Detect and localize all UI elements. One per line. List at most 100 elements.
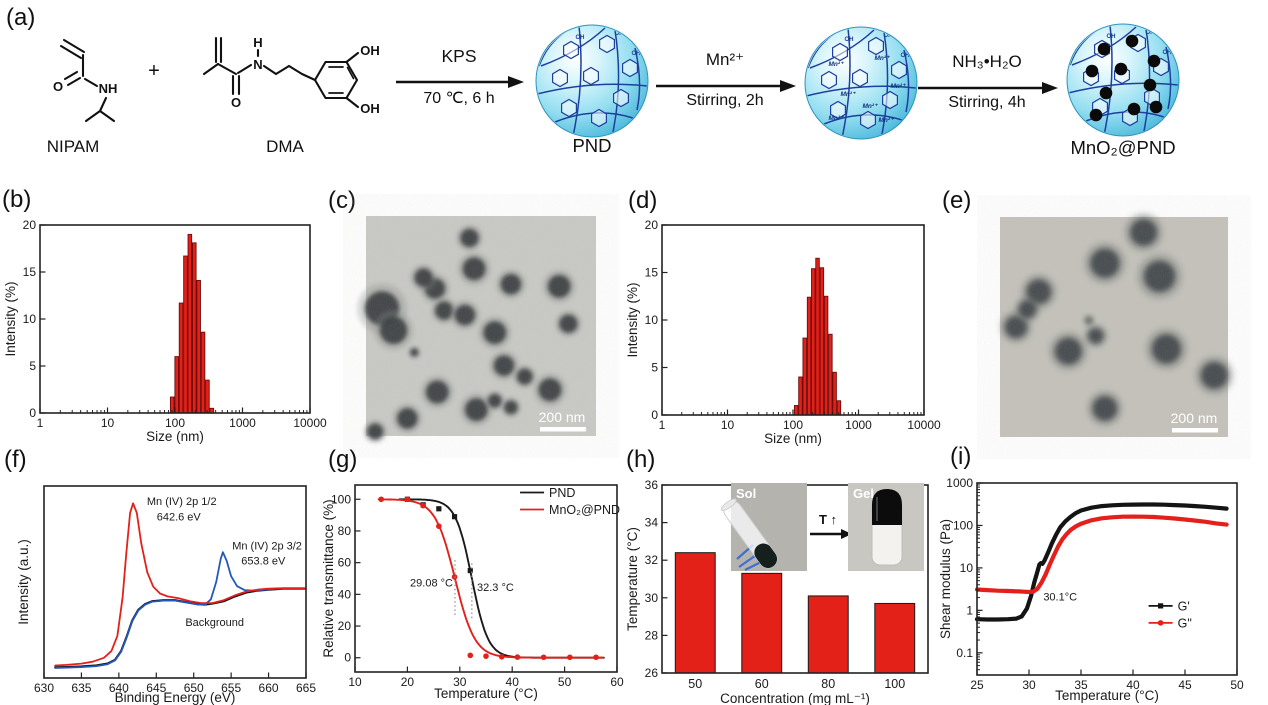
hist-bar	[823, 295, 829, 416]
y-tick-label: 60	[338, 556, 352, 570]
x-tick-label: 1	[659, 418, 666, 432]
category-tick-label: 50	[688, 677, 702, 691]
x-tick-label: 30	[1022, 678, 1036, 692]
catechol-ring	[851, 68, 869, 88]
axis-frame	[43, 485, 307, 679]
mno2-nanoparticle-dot	[1085, 64, 1099, 78]
hist-bar	[832, 371, 837, 416]
sol-photo	[720, 483, 807, 571]
hist-bar	[798, 376, 803, 416]
x-tick-label: 60	[610, 675, 624, 689]
mn-ion-label: Mn²⁺	[841, 91, 858, 98]
panel-label-a: (a)	[6, 4, 36, 31]
catechol-ring	[590, 108, 608, 128]
legend-label: G"	[1178, 616, 1192, 630]
polymer-network-line	[572, 26, 582, 136]
x-tick-label: 10000	[907, 418, 941, 432]
annotation: 642.6 eV	[157, 512, 202, 524]
xps-chart: 630 635 640 645 650 655 660 665 Binding Energy (…	[16, 485, 316, 705]
polymer-network-line	[1068, 82, 1178, 94]
legend-label: MnO₂@PND	[549, 503, 620, 517]
y-tick-label: 10	[960, 561, 974, 575]
oh-label: OH	[884, 33, 893, 39]
nipam-name: NIPAM	[46, 137, 100, 156]
tem-image-mno2-pnd: 200 nm	[999, 212, 1235, 437]
y-tick-label: 100	[953, 518, 973, 532]
y-tick-label: 0.1	[956, 646, 973, 660]
mno2-nanoparticle-dot	[1125, 34, 1139, 48]
bar	[807, 595, 849, 674]
y-tick-label: 20	[645, 218, 659, 232]
x-tick-label: 10	[101, 416, 115, 430]
x-tick-label: 10	[721, 418, 735, 432]
dma-structure: O H N OH OH	[202, 35, 380, 116]
polymer-network-line	[881, 31, 889, 135]
catechol-ring	[552, 68, 569, 88]
x-tick-label: 665	[296, 681, 316, 695]
hist-bar	[794, 405, 799, 416]
panel-label-g: (g)	[328, 446, 358, 473]
step2-conditions: Stirring, 2h	[686, 92, 764, 109]
mno2-nanoparticle-dot	[1099, 86, 1113, 100]
bar	[874, 602, 916, 674]
hist-bar	[178, 302, 184, 414]
sol-to-gel-arrow	[810, 529, 852, 539]
y-tick-label: 10	[645, 313, 659, 327]
reaction-arrow-1	[396, 76, 524, 88]
chart-i-plot-area	[974, 502, 1229, 622]
pnd-label: PND	[572, 135, 612, 156]
legend-label: PND	[549, 486, 575, 500]
x-tick-label: 650	[184, 681, 204, 695]
oh-label: OH	[1107, 34, 1116, 40]
mn-loaded-sphere-illustration: OH OH OH Mn²⁺ Mn²⁺ Mn²⁺ Mn²⁺ Mn²⁺ Mn²⁺ Mn²⁺	[804, 26, 918, 140]
panel-label-d: (d)	[628, 187, 658, 214]
catechol-ring	[890, 60, 908, 80]
catechol-ring	[621, 58, 639, 78]
bar	[674, 552, 716, 674]
y-tick-label: 32	[645, 553, 659, 567]
hist-bar	[196, 280, 201, 414]
x-tick-label: 20	[401, 675, 415, 689]
step1-conditions: 70 ℃, 6 h	[423, 90, 495, 107]
chart-b-xlabel: Size (nm)	[146, 429, 204, 444]
dma-oh-top-atom: OH	[360, 43, 380, 58]
category-tick-label: 60	[755, 677, 769, 691]
y-tick-label: 36	[645, 478, 659, 492]
chart-g-xlabel: Temperature (°C)	[434, 686, 538, 701]
hist-bar	[828, 333, 833, 416]
axis-frame	[661, 224, 925, 416]
mn-ion-label: Mn²⁺	[829, 61, 846, 68]
y-tick-label: 34	[645, 516, 659, 530]
dma-o-atom: O	[231, 95, 241, 110]
sol-label: Sol	[736, 486, 757, 501]
hist-bar	[802, 337, 807, 416]
series-curve	[54, 587, 306, 669]
step2-reagent: Mn²⁺	[705, 50, 745, 69]
y-tick-label: 0	[651, 408, 658, 422]
y-tick-label: 15	[645, 266, 659, 280]
dls-chart-pnd: 1 10 100 1000 10000 0 5 10 15 20 Size (nm) Intensit…	[3, 218, 327, 444]
series-curve	[54, 551, 306, 669]
mn-ion-label: Mn²⁺	[863, 103, 880, 110]
gel-label: Gel	[853, 486, 874, 501]
scale-bar-label: 200 nm	[539, 409, 586, 425]
x-tick-label: 640	[109, 681, 129, 695]
hist-bar	[205, 379, 210, 414]
annotation: Mn (IV) 2p 3/2	[232, 540, 302, 552]
dma-n-atom: N	[253, 57, 262, 72]
series-curve	[377, 498, 605, 659]
nipam-o-atom: O	[53, 79, 63, 94]
oh-label: OH	[901, 53, 910, 59]
polymer-network-line	[1165, 46, 1172, 110]
x-tick-label: 50	[1230, 678, 1244, 692]
chart-h-ylabel: Temperature (°C)	[625, 527, 640, 631]
catechol-ring	[598, 34, 616, 54]
oh-label: OH	[576, 35, 585, 41]
y-tick-label: 5	[29, 359, 36, 373]
panel-label-h: (h)	[626, 446, 656, 473]
annotation: 29.08 °C	[410, 577, 453, 589]
reaction-arrow-3	[918, 82, 1058, 94]
panel-label-b: (b)	[2, 186, 32, 213]
oh-label: OH	[1146, 30, 1155, 36]
mno2-nanoparticle-dot	[1114, 62, 1128, 76]
